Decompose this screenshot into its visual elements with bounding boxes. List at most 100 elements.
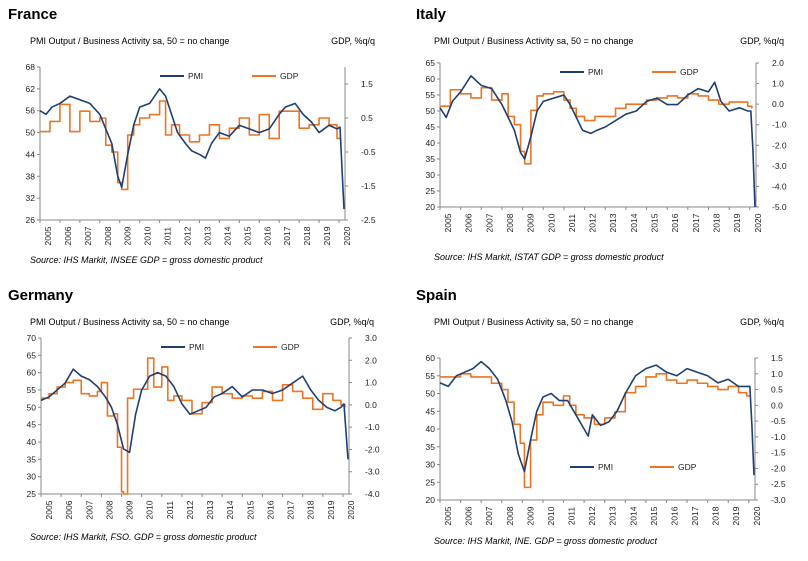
x-tick-label: 2005	[44, 500, 54, 519]
x-tick-label: 2008	[505, 213, 515, 232]
y-tick-label: 25	[426, 477, 436, 487]
x-tick-label: 2015	[242, 226, 252, 245]
y2-tick-label: -2.5	[361, 215, 376, 225]
x-tick-label: 2005	[443, 213, 453, 232]
y-tick-label: 55	[27, 385, 37, 395]
y-axis-label: PMI Output / Business Activity sa, 50 = …	[434, 317, 634, 327]
y-tick-label: 56	[26, 106, 36, 116]
x-tick-label: 2012	[588, 213, 598, 232]
chart-svg-spain: 20 25 30 35 40 45 50 55 60 1.5 1.0 0.5 0.0 -0.5 -1.0 -1…	[426, 353, 786, 525]
x-tick-label: 2011	[163, 227, 173, 246]
chart-source: Source: IHS Markit, ISTAT GDP = gross do…	[434, 252, 664, 262]
x-tick-label: 2018	[711, 506, 721, 525]
y2-tick-label: -2.5	[771, 479, 786, 489]
legend-label-gdp: GDP	[678, 462, 697, 472]
x-tick-label: 2013	[608, 213, 618, 232]
y-tick-label: 50	[426, 389, 436, 399]
chart-svg-germany: 25 30 35 40 45 50 55 60 65 70 3.0 2.0 1.0 0.0 -1.0 -2.0…	[27, 333, 380, 520]
x-tick-label: 2007	[484, 213, 494, 232]
y2-tick-label: -1.0	[365, 422, 380, 432]
y2-tick-label: 0.5	[771, 385, 783, 395]
x-tick-label: 2020	[753, 213, 763, 232]
chart-panel-france: France PMI Output / Business Activity sa…	[0, 0, 404, 280]
x-tick-label: 2020	[342, 226, 352, 245]
x-tick-label: 2016	[670, 213, 680, 232]
y-axis-label: PMI Output / Business Activity sa, 50 = …	[30, 36, 230, 46]
x-tick-label: 2016	[669, 506, 679, 525]
x-tick-label: 2006	[63, 226, 73, 245]
y-tick-label: 40	[426, 424, 436, 434]
y-tick-label: 25	[27, 489, 37, 499]
x-tick-label: 2006	[64, 500, 74, 519]
y-tick-label: 55	[426, 371, 436, 381]
x-tick-label: 2017	[691, 213, 701, 232]
y2-tick-label: -0.5	[771, 416, 786, 426]
x-tick-label: 2017	[286, 500, 296, 519]
chart-panel-germany: Germany PMI Output / Business Activity s…	[0, 281, 404, 561]
gdp-series-line	[440, 86, 753, 165]
y-tick-label: 62	[26, 84, 36, 94]
y2-tick-label: -3.0	[771, 495, 786, 505]
x-tick-label: 2012	[183, 226, 193, 245]
x-tick-label: 2016	[265, 500, 275, 519]
y2-tick-label: 0.5	[361, 113, 373, 123]
y2-tick-label: -2.0	[365, 444, 380, 454]
chart-panel-spain: Spain PMI Output / Business Activity sa,…	[404, 281, 808, 561]
pmi-series-line	[439, 360, 755, 476]
chart-source: Source: IHS Markit, INE. GDP = gross dom…	[434, 536, 657, 546]
x-tick-label: 2017	[282, 226, 292, 245]
y-tick-label: 45	[27, 420, 37, 430]
y2-axis-label: GDP, %q/q	[740, 317, 784, 327]
legend-label-gdp: GDP	[281, 342, 300, 352]
y-axis-label: PMI Output / Business Activity sa, 50 = …	[434, 36, 634, 46]
y2-tick-label: 1.0	[771, 369, 783, 379]
y-tick-label: 25	[426, 186, 436, 196]
y2-tick-label: -4.0	[772, 181, 787, 191]
legend-label-pmi: PMI	[598, 462, 613, 472]
y-tick-label: 50	[426, 106, 436, 116]
x-tick-label: 2005	[43, 226, 53, 245]
y-tick-label: 65	[426, 58, 436, 68]
x-tick-label: 2011	[165, 501, 175, 520]
chart-source: Source: IHS Markit, INSEE GDP = gross do…	[30, 255, 263, 265]
y-tick-label: 30	[27, 472, 37, 482]
y-tick-label: 50	[26, 128, 36, 138]
y-tick-label: 35	[426, 442, 436, 452]
y-tick-label: 70	[27, 333, 37, 343]
y-tick-label: 40	[27, 437, 37, 447]
y2-tick-label: -1.0	[771, 432, 786, 442]
pmi-series-line	[40, 368, 349, 460]
y-tick-label: 35	[426, 154, 436, 164]
y-tick-label: 55	[426, 90, 436, 100]
y2-axis-label: GDP, %q/q	[331, 36, 375, 46]
x-tick-label: 2015	[245, 500, 255, 519]
legend-label-gdp: GDP	[280, 71, 299, 81]
x-tick-label: 2018	[302, 226, 312, 245]
legend-label-gdp: GDP	[680, 67, 699, 77]
x-tick-label: 2006	[464, 506, 474, 525]
y-tick-label: 38	[26, 171, 36, 181]
x-tick-label: 2013	[202, 226, 212, 245]
x-tick-label: 2014	[222, 226, 232, 245]
x-tick-label: 2009	[526, 213, 536, 232]
y2-tick-label: 1.5	[361, 79, 373, 89]
y-axis-label: PMI Output / Business Activity sa, 50 = …	[30, 317, 230, 327]
x-tick-label: 2012	[587, 506, 597, 525]
y2-tick-label: 0.0	[771, 400, 783, 410]
y2-tick-label: -5.0	[772, 202, 787, 212]
x-tick-label: 2010	[143, 226, 153, 245]
legend-label-pmi: PMI	[588, 67, 603, 77]
chart-svg-italy: 20 25 30 35 40 45 50 55 60 65 2.0 1.0 0.0 -1.0 -2.0 -3.…	[426, 58, 787, 232]
chart-title: France	[8, 6, 58, 23]
x-tick-label: 2007	[83, 226, 93, 245]
y-tick-label: 60	[426, 353, 436, 363]
gdp-series-line	[41, 357, 346, 495]
x-tick-label: 2015	[650, 213, 660, 232]
gdp-series-line	[440, 372, 751, 489]
y-tick-label: 40	[426, 138, 436, 148]
x-tick-label: 2013	[205, 500, 215, 519]
y-tick-label: 35	[27, 454, 37, 464]
y2-tick-label: -3.0	[365, 467, 380, 477]
y2-tick-label: -1.5	[361, 181, 376, 191]
chart-title: Spain	[416, 287, 457, 304]
